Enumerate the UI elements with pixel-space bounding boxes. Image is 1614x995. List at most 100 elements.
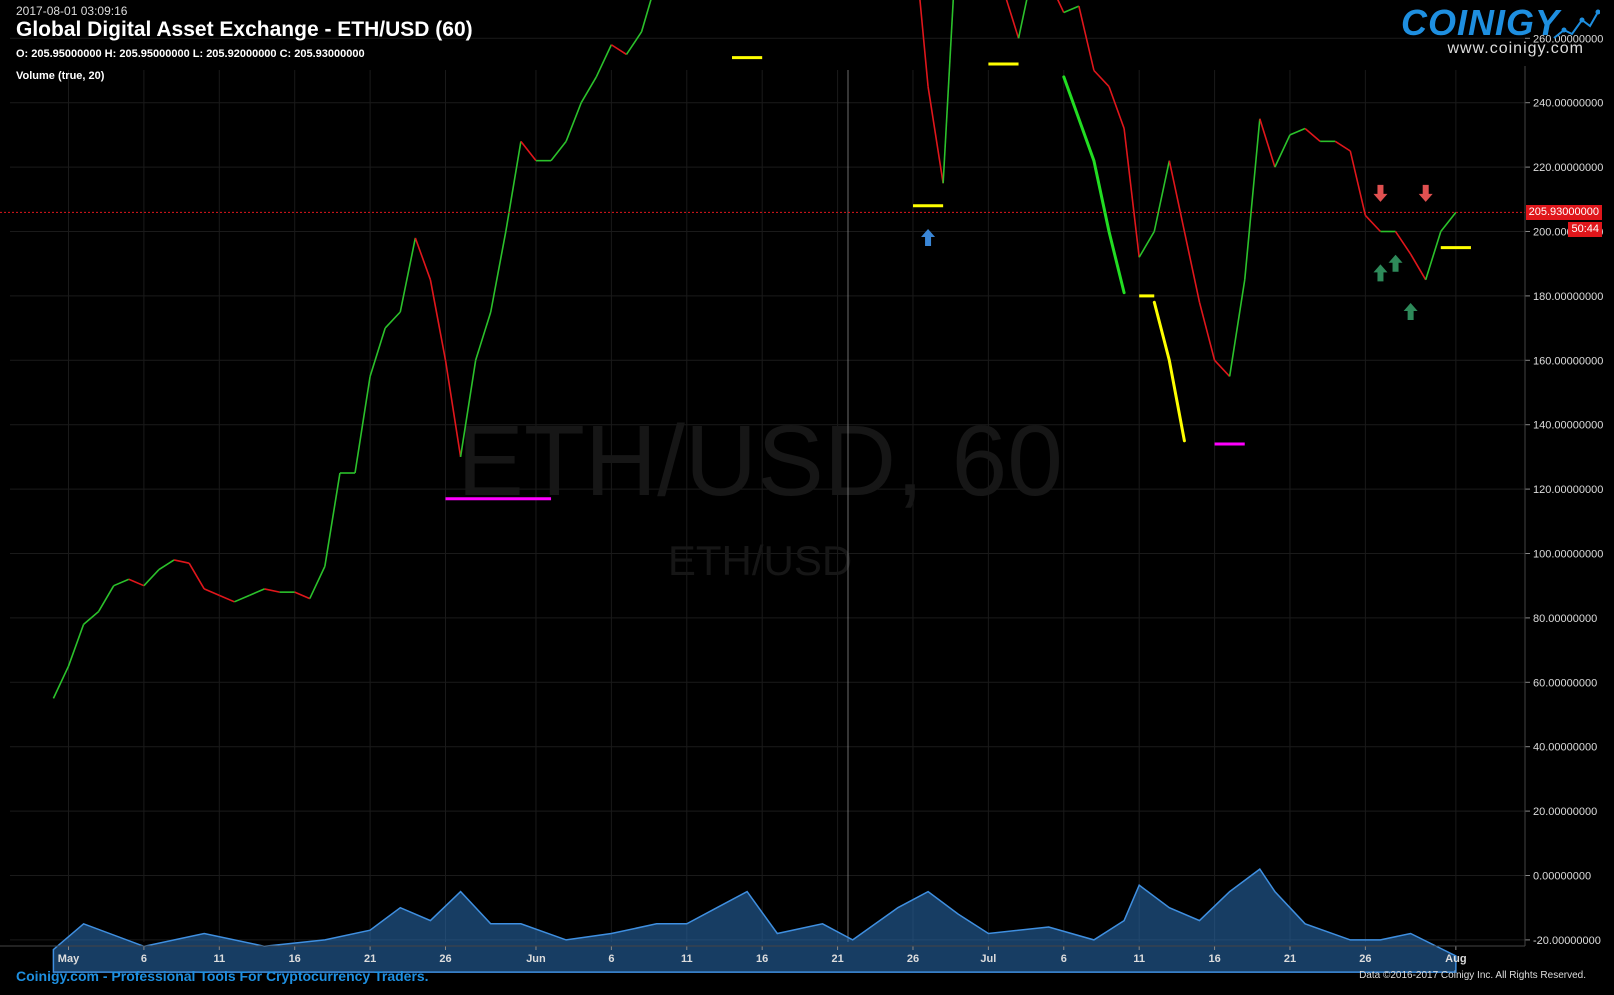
- coinigy-logo[interactable]: COINIGY www.coinigy.com: [1401, 2, 1600, 60]
- price-segment: [1424, 231, 1442, 281]
- arrow-down-icon: [1418, 184, 1433, 202]
- price-segment: [625, 31, 643, 55]
- candle-countdown-tag: 50:44: [1568, 222, 1602, 238]
- last-price-tag: 205.93000000: [1525, 205, 1602, 221]
- price-segment: [580, 76, 597, 104]
- price-segment: [610, 44, 627, 56]
- y-axis: 500.00000000480.00000000460.00000000440.…: [1525, 33, 1603, 947]
- arrow-up-icon: [921, 228, 936, 246]
- price-segment: [249, 588, 265, 597]
- price-segment: [1198, 302, 1216, 361]
- price-segment: [294, 591, 311, 600]
- price-segment: [1274, 134, 1291, 168]
- x-tick-label: 26: [1359, 953, 1371, 965]
- price-segment: [264, 588, 280, 593]
- price-segment: [1005, 0, 1020, 39]
- arrow-up-icon: [1388, 254, 1403, 272]
- price-series: [52, 0, 1457, 699]
- y-tick-label: 260.00000000: [1533, 33, 1603, 45]
- chart-timestamp: 2017-08-01 03:09:16: [16, 4, 128, 18]
- price-segment: [1168, 160, 1186, 232]
- price-segment: [1138, 231, 1155, 258]
- x-tick-label: 26: [907, 953, 919, 965]
- price-segment: [595, 44, 613, 78]
- price-segment: [565, 102, 582, 142]
- x-tick-label: 21: [1284, 953, 1296, 965]
- price-segment: [1243, 118, 1261, 280]
- x-tick-label: 6: [1061, 953, 1067, 965]
- price-segment: [640, 0, 652, 33]
- price-segment: [414, 237, 432, 281]
- price-segment: [1108, 86, 1125, 129]
- price-segment: [1183, 231, 1201, 303]
- price-segment: [1440, 211, 1457, 232]
- price-segment: [188, 562, 205, 590]
- logo-url: www.coinigy.com: [1447, 40, 1584, 57]
- x-tick-label: Aug: [1445, 953, 1466, 965]
- chart-title: Global Digital Asset Exchange - ETH/USD …: [16, 18, 473, 41]
- price-segment: [309, 566, 326, 599]
- price-segment: [1057, 0, 1065, 13]
- arrow-down-icon: [1373, 184, 1388, 202]
- y-tick-label: -20.00000000: [1533, 935, 1601, 947]
- y-tick-label: 140.00000000: [1533, 420, 1603, 432]
- price-segment: [444, 360, 462, 458]
- price-segment: [52, 665, 70, 699]
- price-segment: [1063, 5, 1080, 14]
- volume-series: [52, 868, 1457, 973]
- price-segment: [1123, 128, 1140, 258]
- y-tick-label: 220.00000000: [1533, 162, 1603, 174]
- price-segment: [505, 141, 522, 232]
- price-segment: [429, 279, 447, 361]
- price-segment: [369, 327, 386, 377]
- trend-line: [1152, 300, 1186, 443]
- price-segment: [1078, 5, 1095, 71]
- price-segment: [1259, 118, 1276, 168]
- price-segment: [489, 231, 507, 313]
- x-tick-label: 16: [756, 953, 768, 965]
- price-segment: [324, 472, 341, 567]
- watermark-large: ETH/USD, 60: [457, 405, 1063, 517]
- x-tick-label: 11: [1133, 953, 1145, 965]
- price-segment: [1289, 127, 1306, 136]
- x-tick-label: 6: [141, 953, 147, 965]
- y-tick-label: 0.00000000: [1533, 871, 1591, 883]
- volume-indicator-label[interactable]: Volume (true, 20): [16, 70, 105, 82]
- y-tick-label: 180.00000000: [1533, 291, 1603, 303]
- price-segment: [927, 86, 944, 184]
- price-segment: [143, 569, 160, 587]
- price-segment: [1334, 140, 1351, 152]
- price-segment: [919, 0, 929, 87]
- price-segment: [218, 594, 235, 603]
- price-segment: [399, 237, 417, 313]
- x-tick-label: 16: [1208, 953, 1220, 965]
- y-tick-label: 100.00000000: [1533, 549, 1603, 561]
- x-tick-label: 16: [289, 953, 301, 965]
- price-segment: [520, 140, 537, 162]
- price-segment: [459, 360, 477, 458]
- logo-wordmark: COINIGY: [1400, 2, 1560, 43]
- price-segment: [83, 610, 100, 625]
- watermark-small: ETH/USD: [668, 537, 852, 584]
- trend-line: [1062, 75, 1126, 295]
- x-tick-label: 11: [213, 953, 225, 965]
- price-segment: [1394, 231, 1412, 255]
- price-segment: [1017, 0, 1028, 39]
- ohlc-readout: O: 205.95000000 H: 205.95000000 L: 205.9…: [16, 48, 365, 60]
- x-tick-label: Jun: [526, 953, 546, 965]
- price-segment: [1213, 359, 1231, 377]
- footer-copyright: Data ©2016-2017 Coinigy Inc. All Rights …: [1359, 970, 1586, 981]
- footer-tagline-link[interactable]: Coinigy.com - Professional Tools For Cry…: [16, 968, 429, 984]
- price-segment: [234, 594, 250, 603]
- x-tick-label: May: [58, 953, 80, 965]
- price-segment: [550, 140, 567, 162]
- volume-moving-average-area: [52, 868, 1457, 973]
- arrow-up-icon: [1373, 264, 1388, 282]
- arrow-up-icon: [1403, 303, 1418, 320]
- price-segment: [1228, 279, 1246, 377]
- price-segment: [158, 559, 175, 571]
- price-segment: [128, 578, 145, 587]
- price-segment: [474, 311, 492, 361]
- drawing-annotations: [445, 56, 1471, 501]
